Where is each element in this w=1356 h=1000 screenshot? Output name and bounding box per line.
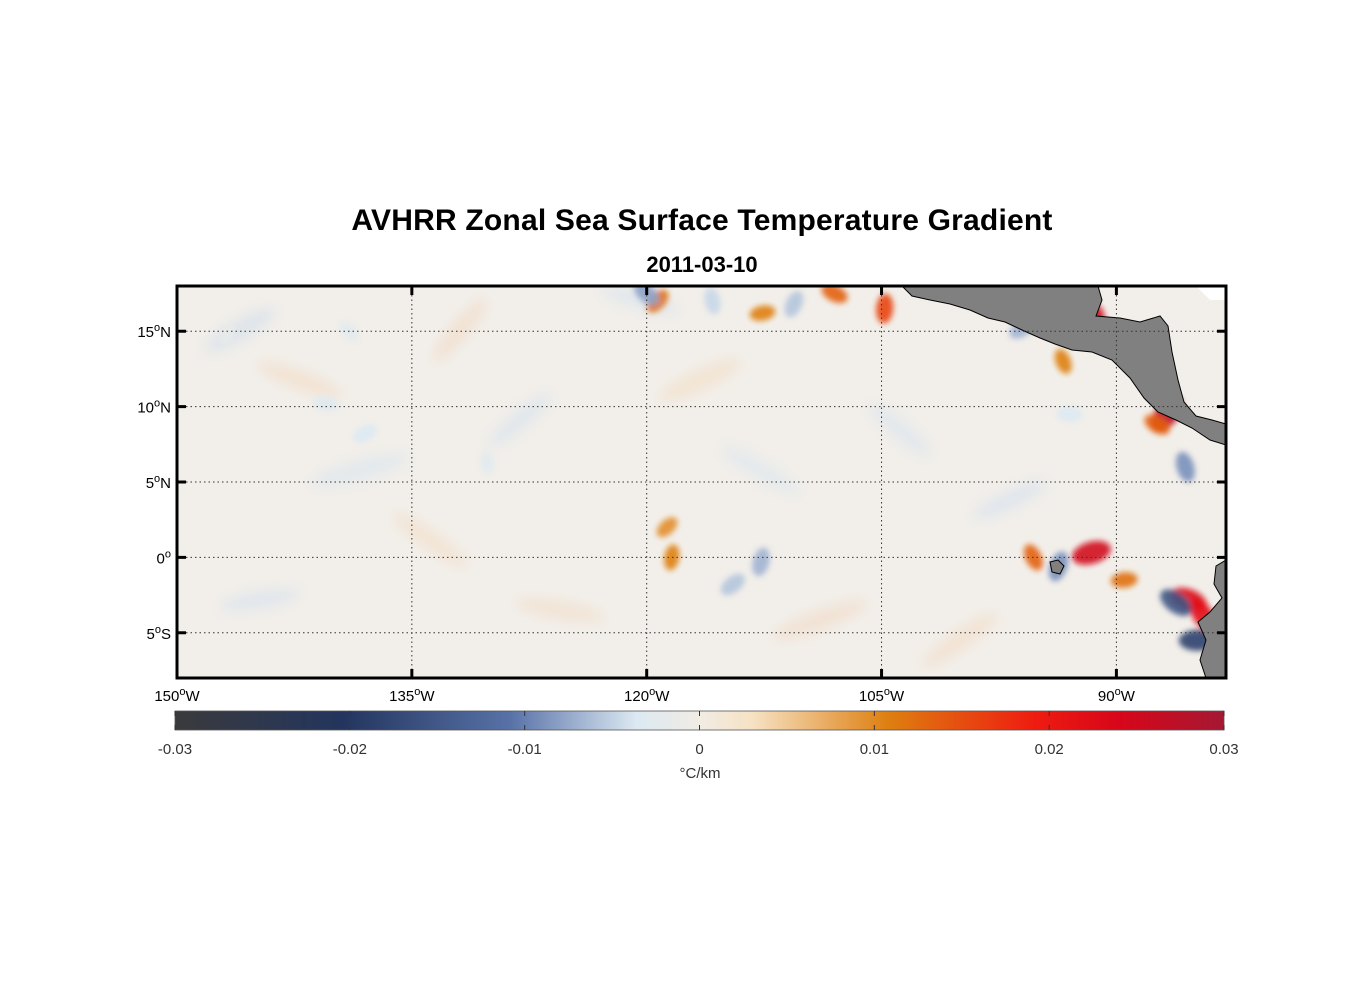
lon-tick-label: 135oW (389, 686, 435, 705)
gradient-feature (1175, 451, 1195, 482)
land-colombia (1196, 286, 1226, 300)
gradient-feature (749, 305, 776, 321)
gradient-feature (1144, 414, 1170, 435)
gradient-feature (821, 286, 848, 303)
latitude-labels: 15oN 10oN 5oN 0o 5oS (137, 322, 171, 643)
gradient-feature (479, 450, 495, 475)
gradient-feature (720, 573, 745, 596)
lat-tick-label: 5oS (147, 624, 171, 643)
colorbar-tick-label: 0.02 (1035, 741, 1064, 758)
gradient-feature (1056, 406, 1083, 422)
gradient-feature (1071, 540, 1111, 565)
gradient-feature (1054, 349, 1072, 374)
lat-tick-label: 15oN (137, 322, 171, 341)
colorbar: -0.03 -0.02 -0.01 0 0.01 0.02 0.03 °C/km (158, 710, 1239, 782)
colorbar-tick-label: -0.03 (158, 741, 192, 758)
colorbar-tick-label: 0.03 (1209, 741, 1238, 758)
gradient-feature (1160, 589, 1192, 616)
gradient-feature (656, 517, 678, 538)
map-title: AVHRR Zonal Sea Surface Temperature Grad… (351, 204, 1053, 237)
gradient-feature (784, 290, 804, 318)
plot-area (177, 286, 1226, 678)
gradient-feature (752, 547, 770, 577)
land-central-america (901, 286, 1226, 446)
gradient-feature (876, 293, 894, 324)
gradient-feature (219, 324, 235, 345)
colorbar-tick-label: 0 (695, 741, 703, 758)
colorbar-tick-label: 0.01 (860, 741, 889, 758)
axis-ticks (175, 286, 1226, 678)
colorbar-unit-label: °C/km (680, 765, 721, 782)
gradient-feature (313, 396, 339, 412)
lat-tick-label: 5oN (146, 473, 171, 492)
gridlines (177, 286, 1226, 678)
lat-tick-label: 0o (157, 548, 171, 567)
lon-tick-label: 150oW (154, 686, 200, 705)
land (901, 286, 1226, 678)
lat-tick-label: 10oN (137, 398, 171, 417)
longitude-labels: 150oW 135oW 120oW 105oW 90oW (154, 686, 1135, 705)
lon-tick-label: 120oW (624, 686, 670, 705)
galapagos-island (1049, 559, 1065, 575)
colorbar-tick-label: -0.02 (333, 741, 367, 758)
land-south-america (1197, 559, 1226, 678)
gradient-feature (352, 424, 377, 443)
lon-tick-label: 90oW (1098, 686, 1136, 705)
colorbar-tick-label: -0.01 (508, 741, 542, 758)
lon-tick-label: 105oW (859, 686, 905, 705)
colorbar-ticks: -0.03 -0.02 -0.01 0 0.01 0.02 0.03 (158, 711, 1239, 758)
map-subtitle: 2011-03-10 (646, 252, 758, 277)
gradient-feature (664, 544, 680, 571)
gradient-feature (704, 287, 721, 315)
gradient-feature (1110, 572, 1138, 588)
